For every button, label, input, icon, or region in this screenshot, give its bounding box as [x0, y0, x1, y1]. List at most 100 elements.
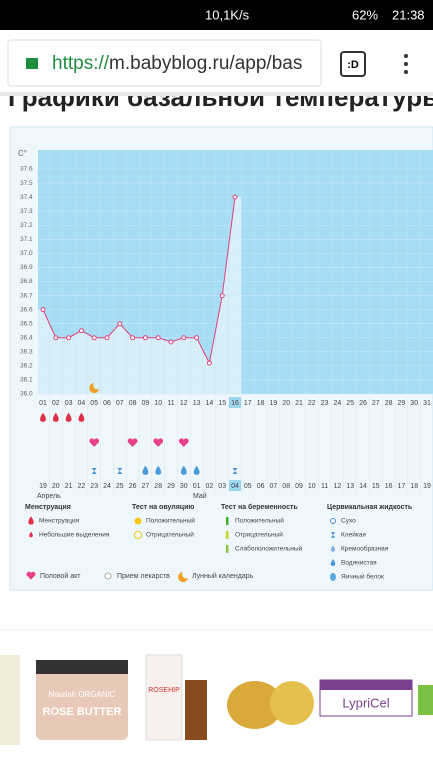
legend-item: Слабоположительный: [235, 545, 303, 553]
cycle-day: 07: [116, 400, 124, 407]
cycle-day: 05: [90, 400, 98, 407]
battery: 62%: [352, 7, 378, 22]
drop-icon: [142, 465, 149, 475]
cycle-day: 13: [193, 400, 201, 407]
cycle-day: 16: [231, 400, 239, 407]
y-tick-label: 36.0: [20, 391, 33, 398]
drop-icon: [330, 545, 336, 552]
date: 18: [410, 483, 418, 490]
drop-icon: [65, 412, 72, 422]
date: 29: [167, 483, 175, 490]
cycle-day: 26: [359, 400, 367, 407]
hourglass-icon: [232, 468, 238, 474]
toolbar-shadow: [0, 92, 433, 96]
heart-icon: [127, 438, 138, 447]
legend-icon: [226, 517, 229, 525]
point: [194, 335, 200, 341]
page-title: Графики базальной температуры: [8, 82, 433, 112]
point: [78, 328, 84, 334]
cycle-day: 31: [423, 400, 431, 407]
cycle-day: 02: [52, 400, 60, 407]
y-tick-label: 36.9: [20, 264, 33, 271]
point: [117, 321, 123, 327]
cycle-day: 21: [295, 400, 303, 407]
cycle-day: 25: [346, 400, 354, 407]
date: 09: [295, 483, 303, 490]
date: 25: [116, 483, 124, 490]
tabs-button[interactable]: [340, 51, 366, 77]
date: 20: [52, 483, 60, 490]
cycle-day: 17: [244, 400, 252, 407]
clock: 21:38: [392, 7, 425, 22]
point: [181, 335, 187, 341]
point: [206, 360, 212, 366]
legend-item: Положительный: [235, 517, 284, 525]
moon-icon: [89, 383, 100, 393]
today-highlight: [229, 480, 241, 491]
date: 01: [193, 483, 201, 490]
date: 05: [244, 483, 252, 490]
drop-icon: [52, 412, 59, 422]
y-tick-label: 37.1: [20, 236, 33, 243]
point: [155, 335, 161, 341]
cycle-day: 24: [334, 400, 342, 407]
cycle-day: 08: [129, 400, 137, 407]
y-tick-label: 36.8: [20, 278, 33, 285]
cycle-day: 27: [372, 400, 380, 407]
ad-name: ROSEHIP: [148, 687, 180, 694]
legend-title: Тест на овуляцию: [132, 504, 194, 511]
legend-icon: [226, 545, 229, 553]
cycle-day: 19: [270, 400, 278, 407]
date: 28: [154, 483, 162, 490]
cycle-day: 06: [103, 400, 111, 407]
y-tick-label: 37.0: [20, 250, 33, 257]
y-tick-label: 37.3: [20, 208, 33, 215]
status-bar: [0, 0, 433, 30]
date: 07: [270, 483, 278, 490]
cycle-day: 01: [39, 400, 47, 407]
date: 13: [346, 483, 354, 490]
legend-icon: [104, 572, 112, 580]
today-highlight: [229, 397, 241, 408]
drop-icon: [193, 465, 200, 475]
drop-icon: [28, 516, 34, 525]
heart-icon: [89, 438, 100, 447]
date: 26: [129, 483, 137, 490]
legend-item: Сухо: [341, 518, 356, 525]
url-field[interactable]: [7, 39, 322, 87]
y-tick-label: 36.6: [20, 306, 33, 313]
cycle-day: 12: [180, 400, 188, 407]
legend-item: Небольшие выделения: [39, 531, 110, 539]
hourglass-icon: [117, 468, 123, 474]
cycle-day: 09: [142, 400, 150, 407]
date: 08: [282, 483, 290, 490]
legend-item: Кремообразная: [341, 545, 389, 553]
cycle-day: 10: [154, 400, 162, 407]
tab-label: :D: [347, 59, 359, 71]
cycle-day: 11: [167, 400, 174, 407]
temperature-line: [42, 197, 236, 365]
ads[interactable]: Nourish ORGANIC ROSE BUTTER ROSEHIP Lypr…: [0, 654, 433, 745]
date: 19: [423, 483, 431, 490]
legend-item: Прием лекарств: [117, 573, 170, 580]
legend-icon: [134, 517, 142, 525]
url: https://m.babyblog.ru/app/bas: [52, 53, 302, 74]
menu-button[interactable]: [404, 54, 408, 74]
date: 15: [372, 483, 380, 490]
cycle-day: 28: [385, 400, 393, 407]
date: 16: [385, 483, 393, 490]
date: 22: [78, 483, 86, 490]
legend-item: Яичный белок: [341, 573, 384, 581]
point: [232, 194, 238, 200]
point: [130, 335, 136, 341]
y-tick-label: 36.7: [20, 292, 33, 299]
legend-title: Цервикальная жидкость: [327, 504, 413, 511]
date: 04: [231, 483, 239, 490]
legend-item: Отрицательный: [235, 531, 283, 539]
date: 02: [206, 483, 214, 490]
ad-brand: Nourish ORGANIC: [48, 690, 115, 699]
heart-icon: [178, 438, 189, 447]
ad-name: ROSE BUTTER: [43, 706, 122, 718]
cycle-day: 15: [218, 400, 226, 407]
legend-item: Положительный: [146, 517, 195, 525]
